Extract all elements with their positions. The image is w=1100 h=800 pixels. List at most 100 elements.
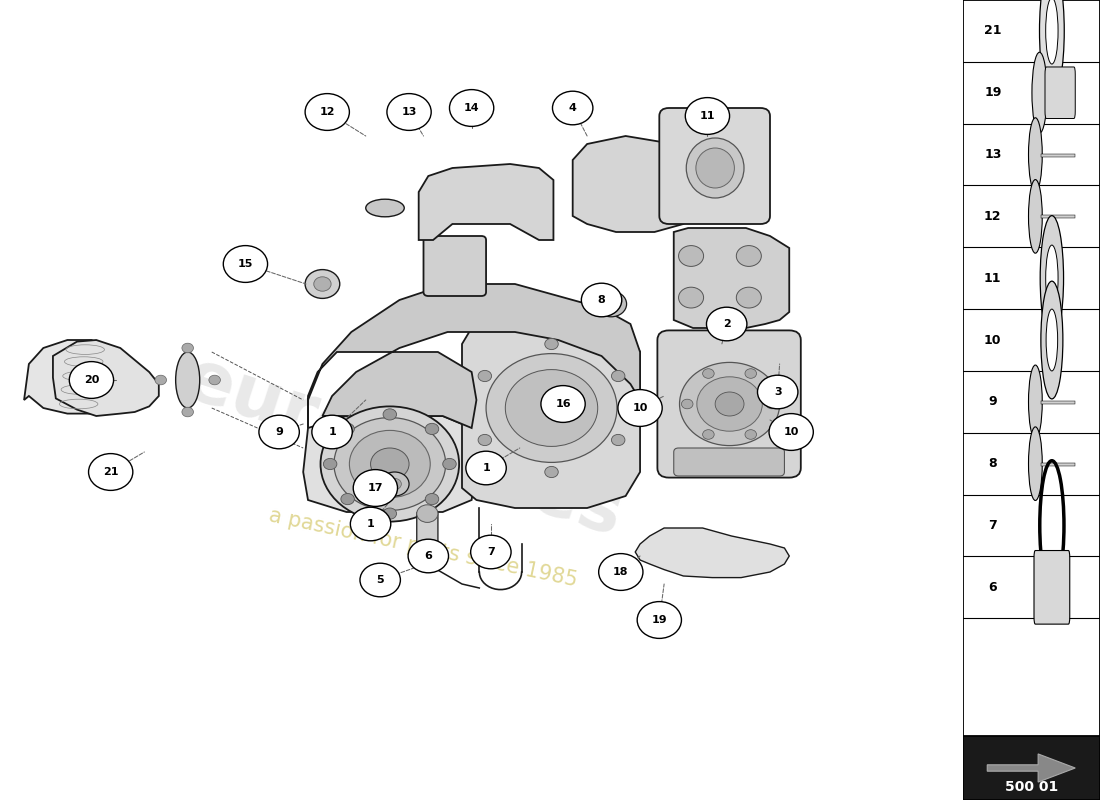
Text: 3: 3 (774, 387, 781, 397)
Text: 5: 5 (376, 575, 384, 585)
Circle shape (69, 362, 113, 398)
Polygon shape (304, 416, 476, 512)
Circle shape (552, 91, 593, 125)
FancyBboxPatch shape (659, 108, 770, 224)
Polygon shape (673, 228, 790, 328)
Circle shape (685, 98, 729, 134)
Polygon shape (547, 396, 557, 416)
Text: 11: 11 (984, 272, 1001, 285)
Circle shape (1028, 179, 1043, 253)
Circle shape (769, 414, 813, 450)
Text: 10: 10 (984, 334, 1001, 346)
Circle shape (767, 399, 778, 409)
Text: 14: 14 (464, 103, 480, 113)
Text: 1: 1 (482, 463, 490, 473)
Circle shape (155, 375, 166, 385)
Circle shape (703, 369, 714, 378)
Text: 21: 21 (103, 467, 119, 477)
Circle shape (478, 370, 492, 382)
Circle shape (182, 343, 194, 353)
Text: 17: 17 (367, 483, 383, 493)
Text: 10: 10 (783, 427, 799, 437)
Circle shape (381, 472, 409, 496)
Text: 19: 19 (984, 86, 1001, 99)
Circle shape (697, 377, 762, 431)
Circle shape (679, 287, 704, 308)
Circle shape (350, 430, 430, 498)
Text: 6: 6 (425, 551, 432, 561)
FancyBboxPatch shape (962, 0, 1100, 736)
Text: 20: 20 (84, 375, 99, 385)
Circle shape (353, 470, 397, 506)
Circle shape (618, 390, 662, 426)
Circle shape (715, 392, 744, 416)
Text: a passion for parts since 1985: a passion for parts since 1985 (267, 506, 580, 590)
Circle shape (682, 399, 693, 409)
Circle shape (736, 287, 761, 308)
Text: 21: 21 (984, 25, 1001, 38)
Circle shape (1041, 281, 1063, 399)
Text: 8: 8 (597, 295, 605, 305)
FancyBboxPatch shape (1045, 67, 1076, 118)
Text: 4: 4 (569, 103, 576, 113)
Circle shape (182, 407, 194, 417)
Text: 500 01: 500 01 (1004, 780, 1058, 794)
Circle shape (314, 277, 331, 291)
Text: 6: 6 (989, 581, 997, 594)
Ellipse shape (176, 352, 200, 408)
Circle shape (706, 307, 747, 341)
Polygon shape (53, 340, 158, 416)
Ellipse shape (365, 199, 405, 217)
Text: 7: 7 (487, 547, 495, 557)
Circle shape (388, 478, 401, 490)
Circle shape (1032, 52, 1047, 134)
Circle shape (450, 90, 494, 126)
Circle shape (341, 494, 354, 505)
FancyBboxPatch shape (417, 511, 438, 546)
Circle shape (596, 291, 627, 317)
Ellipse shape (686, 138, 744, 198)
Circle shape (408, 539, 449, 573)
FancyBboxPatch shape (424, 236, 486, 296)
Polygon shape (462, 308, 640, 508)
Circle shape (679, 246, 704, 266)
Circle shape (88, 454, 133, 490)
Circle shape (426, 423, 439, 434)
Circle shape (1040, 0, 1065, 97)
Circle shape (471, 535, 512, 569)
Text: 11: 11 (700, 111, 715, 121)
Text: 9: 9 (989, 395, 997, 408)
Circle shape (1046, 309, 1058, 371)
Circle shape (1041, 216, 1064, 341)
Circle shape (305, 270, 340, 298)
Circle shape (383, 409, 396, 420)
Circle shape (612, 434, 625, 446)
Circle shape (320, 406, 459, 522)
Circle shape (541, 386, 585, 422)
Circle shape (1028, 118, 1043, 191)
Circle shape (758, 375, 798, 409)
Text: 1: 1 (366, 519, 374, 529)
Polygon shape (24, 340, 130, 414)
Circle shape (334, 418, 446, 510)
Circle shape (581, 283, 622, 317)
Circle shape (598, 554, 642, 590)
Circle shape (387, 94, 431, 130)
FancyBboxPatch shape (658, 330, 801, 478)
Text: 2: 2 (723, 319, 730, 329)
Circle shape (371, 448, 409, 480)
Circle shape (703, 430, 714, 439)
Polygon shape (573, 136, 707, 232)
Circle shape (466, 451, 506, 485)
Text: 10: 10 (632, 403, 648, 413)
FancyBboxPatch shape (1034, 550, 1069, 624)
Text: 12: 12 (319, 107, 336, 117)
Circle shape (486, 354, 617, 462)
Text: 13: 13 (402, 107, 417, 117)
Circle shape (478, 434, 492, 446)
Circle shape (1046, 0, 1058, 64)
Circle shape (442, 458, 456, 470)
Text: 7: 7 (989, 519, 997, 532)
Circle shape (312, 415, 352, 449)
Text: 15: 15 (238, 259, 253, 269)
